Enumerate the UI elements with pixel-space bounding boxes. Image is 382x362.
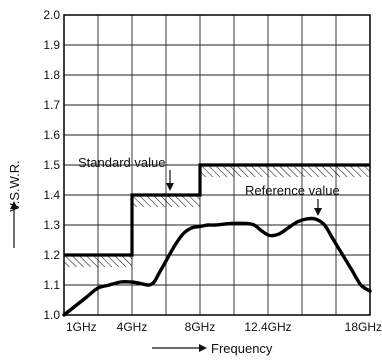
standard-value-arrowhead — [166, 183, 174, 191]
tolerance-band — [200, 165, 370, 177]
y-axis-label-group: V.S.W.R. — [7, 160, 22, 248]
reference-value-arrowhead — [314, 208, 322, 216]
y-tick-label: 2.0 — [43, 8, 60, 22]
standard-value-line — [64, 163, 370, 257]
y-tick-label: 1.0 — [43, 308, 60, 322]
y-tick-label: 1.9 — [43, 38, 60, 52]
standard-value-label: Standard value — [78, 155, 165, 170]
reference-value-label: Reference value — [245, 183, 340, 198]
x-axis-arrowhead — [199, 344, 207, 352]
x-tick-label: 12.4GHz — [244, 320, 291, 334]
tolerance-hatching — [64, 165, 370, 267]
y-tick-labels: 1.0 1.1 1.2 1.3 1.4 1.5 1.6 1.7 1.8 1.9 2.0 — [43, 8, 60, 322]
y-tick-label: 1.2 — [43, 248, 60, 262]
x-tick-label: 4GHz — [117, 320, 148, 334]
y-tick-label: 1.1 — [43, 278, 60, 292]
y-tick-label: 1.7 — [43, 98, 60, 112]
x-tick-label: 18GHz — [345, 320, 382, 334]
y-tick-label: 1.5 — [43, 158, 60, 172]
tolerance-band — [64, 255, 132, 267]
x-tick-label: 1GHz — [66, 320, 97, 334]
x-axis-label: Frequency — [211, 341, 273, 356]
y-tick-label: 1.3 — [43, 218, 60, 232]
x-axis-label-group: Frequency — [152, 341, 273, 356]
y-tick-label: 1.6 — [43, 128, 60, 142]
tolerance-band — [132, 195, 200, 207]
x-tick-labels: 1GHz 4GHz 8GHz 12.4GHz 18GHz — [66, 320, 382, 334]
x-tick-label: 8GHz — [185, 320, 216, 334]
y-axis-label: V.S.W.R. — [7, 160, 22, 212]
y-axis-arrowhead — [10, 201, 18, 209]
reference-value-curve — [62, 216, 372, 317]
y-tick-label: 1.8 — [43, 68, 60, 82]
y-tick-label: 1.4 — [43, 188, 60, 202]
